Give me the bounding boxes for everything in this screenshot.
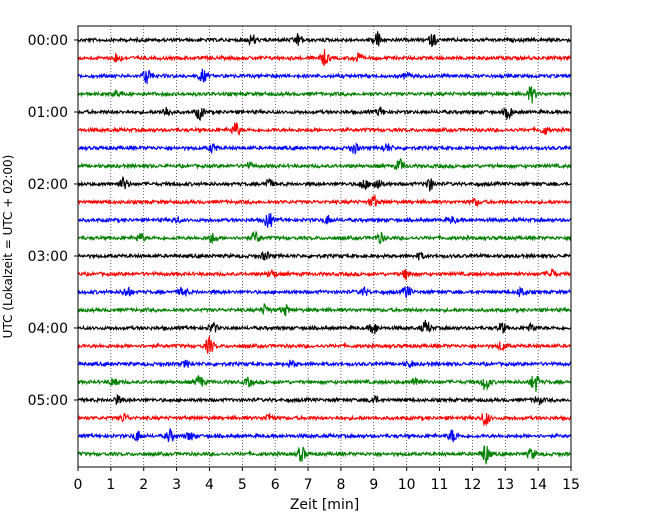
x-tick-label: 9: [369, 477, 378, 493]
trace-0245: [77, 230, 572, 245]
traces: [77, 31, 572, 465]
trace-0330: [77, 285, 572, 298]
y-tick-label: 05:00: [28, 393, 68, 409]
x-tick-label: 12: [463, 477, 481, 493]
x-tick-label: 5: [238, 477, 247, 493]
y-tick-label: 00:00: [28, 33, 68, 49]
y-ticks: 00:00 01:00 02:00 03:00 04:00 05:00: [28, 33, 78, 409]
trace-0530: [77, 428, 572, 443]
trace-0430: [77, 359, 572, 369]
trace-0300: [77, 250, 572, 261]
y-tick-label: 04:00: [28, 321, 68, 337]
y-tick-label: 03:00: [28, 249, 68, 265]
x-tick-label: 14: [529, 477, 547, 493]
trace-0115: [77, 121, 572, 136]
trace-0315: [77, 268, 572, 281]
trace-0445: [77, 375, 572, 392]
plot-frame: [77, 25, 572, 468]
trace-0100: [77, 106, 572, 121]
y-tick-label: 02:00: [28, 177, 68, 193]
x-ticks: 0 1 2 3 4 5 6 7 8 9 10 11 12 13 14 15: [74, 467, 580, 493]
x-tick-label: 10: [398, 477, 416, 493]
trace-0045: [77, 86, 572, 104]
x-tick-label: 13: [496, 477, 514, 493]
x-tick-label: 4: [205, 477, 214, 493]
trace-0345: [77, 302, 572, 317]
x-tick-label: 8: [336, 477, 345, 493]
trace-0015: [77, 49, 572, 67]
trace-0515: [77, 412, 572, 427]
trace-0545: [77, 445, 572, 465]
x-tick-label: 11: [431, 477, 449, 493]
x-tick-label: 6: [271, 477, 280, 493]
trace-0000: [77, 31, 572, 48]
trace-0400: [77, 319, 572, 335]
x-tick-label: 7: [304, 477, 313, 493]
trace-0145: [77, 157, 572, 171]
x-tick-label: 1: [106, 477, 115, 493]
trace-0500: [77, 394, 572, 406]
x-tick-label: 15: [562, 477, 580, 493]
trace-0130: [77, 141, 572, 156]
trace-0230: [77, 213, 572, 228]
x-tick-label: 2: [139, 477, 148, 493]
trace-0200: [77, 175, 572, 192]
x-tick-label: 3: [172, 477, 181, 493]
y-tick-label: 01:00: [28, 105, 68, 121]
x-axis-label: Zeit [min]: [290, 497, 359, 513]
trace-0030: [77, 68, 572, 85]
trace-0415: [77, 335, 572, 354]
y-axis-label: UTC (Lokalzeit = UTC + 02:00): [1, 155, 15, 339]
trace-0215: [77, 194, 572, 208]
x-tick-label: 0: [74, 477, 83, 493]
